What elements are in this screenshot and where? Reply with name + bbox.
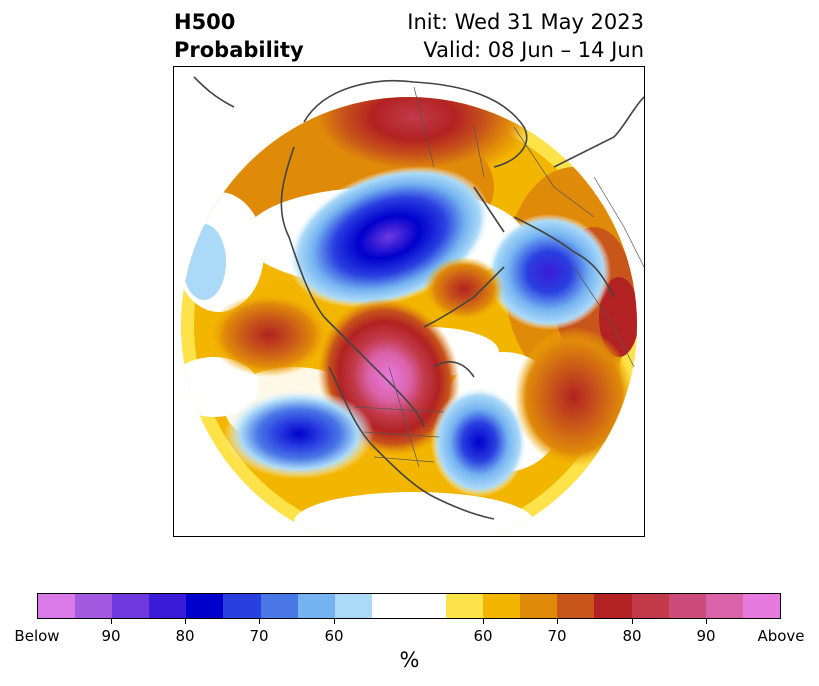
colorbar-tick-mark bbox=[632, 619, 633, 624]
colorbar-tick-mark bbox=[259, 619, 260, 624]
borders bbox=[353, 86, 644, 468]
colorbar-tick-mark bbox=[334, 619, 335, 624]
colorbar-segment bbox=[260, 594, 298, 618]
colorbar-unit-label: % bbox=[399, 648, 420, 672]
colorbar-segment bbox=[594, 594, 632, 618]
coastlines bbox=[193, 76, 644, 520]
colorbar-segment bbox=[742, 594, 780, 618]
valid-date: Valid: 08 Jun – 14 Jun bbox=[423, 38, 644, 62]
map-svg bbox=[181, 76, 644, 536]
colorbar-tick-mark bbox=[185, 619, 186, 624]
colorbar-tick-mark bbox=[706, 619, 707, 624]
colorbar-tick-label: 80 bbox=[622, 627, 642, 645]
colorbar-tick-mark bbox=[111, 619, 112, 624]
colorbar-tick-mark bbox=[483, 619, 484, 624]
colorbar-tick-label: 60 bbox=[324, 627, 344, 645]
colorbar-tick-label: Below bbox=[14, 627, 60, 645]
colorbar-segment bbox=[446, 594, 484, 618]
colorbar-segment bbox=[371, 594, 447, 618]
init-date: Init: Wed 31 May 2023 bbox=[407, 10, 644, 34]
colorbar-segment bbox=[112, 594, 150, 618]
colorbar-segment bbox=[297, 594, 335, 618]
colorbar-tick-label: 70 bbox=[547, 627, 567, 645]
colorbar-tick-label: Above bbox=[757, 627, 805, 645]
probability-field bbox=[181, 97, 637, 536]
forecast-dates: Init: Wed 31 May 2023 Valid: 08 Jun – 14… bbox=[407, 8, 644, 64]
colorbar-segment bbox=[186, 594, 224, 618]
colorbar-segment bbox=[557, 594, 595, 618]
map-title: H500 Probability bbox=[174, 8, 304, 64]
colorbar-segment bbox=[705, 594, 743, 618]
colorbar-segment bbox=[520, 594, 558, 618]
title-line-2: Probability bbox=[174, 38, 304, 62]
colorbar-tick-mark bbox=[557, 619, 558, 624]
colorbar-segment bbox=[334, 594, 372, 618]
colorbar-segment bbox=[149, 594, 187, 618]
colorbar-tick-label: 90 bbox=[101, 627, 121, 645]
colorbar-tick-label: 60 bbox=[473, 627, 493, 645]
colorbar-tick-label: 70 bbox=[249, 627, 269, 645]
colorbar-segment bbox=[38, 594, 76, 618]
colorbar-segment bbox=[75, 594, 113, 618]
colorbar bbox=[37, 593, 781, 619]
title-line-1: H500 bbox=[174, 10, 236, 34]
colorbar-segment bbox=[668, 594, 706, 618]
colorbar-tick-label: 90 bbox=[696, 627, 716, 645]
colorbar-segment bbox=[223, 594, 261, 618]
probability-map bbox=[173, 66, 645, 537]
colorbar-tick-label: 80 bbox=[175, 627, 195, 645]
colorbar-segment bbox=[631, 594, 669, 618]
colorbar-segment bbox=[483, 594, 521, 618]
